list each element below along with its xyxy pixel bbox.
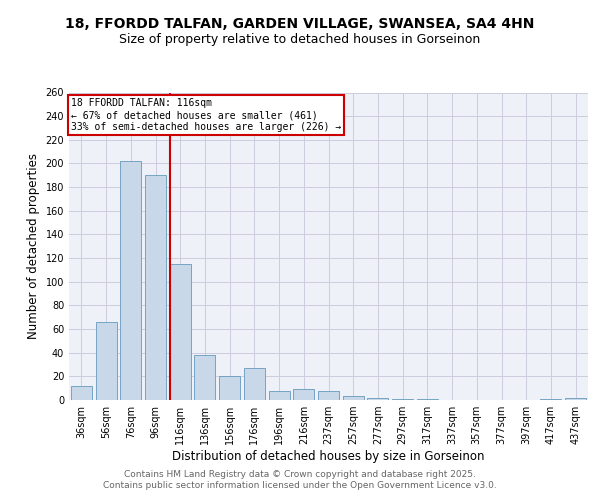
Bar [541, 399, 562, 400]
Bar [293, 390, 314, 400]
Bar [95, 322, 116, 400]
Bar [269, 390, 290, 400]
Bar [565, 398, 586, 400]
Text: 18 FFORDD TALFAN: 116sqm
← 67% of detached houses are smaller (461)
33% of semi-: 18 FFORDD TALFAN: 116sqm ← 67% of detach… [71, 98, 341, 132]
Bar [219, 376, 240, 400]
X-axis label: Distribution of detached houses by size in Gorseinon: Distribution of detached houses by size … [172, 450, 485, 463]
Text: Contains public sector information licensed under the Open Government Licence v3: Contains public sector information licen… [103, 481, 497, 490]
Bar [318, 390, 339, 400]
Text: 18, FFORDD TALFAN, GARDEN VILLAGE, SWANSEA, SA4 4HN: 18, FFORDD TALFAN, GARDEN VILLAGE, SWANS… [65, 18, 535, 32]
Bar [145, 176, 166, 400]
Bar [417, 399, 438, 400]
Bar [367, 398, 388, 400]
Y-axis label: Number of detached properties: Number of detached properties [27, 153, 40, 339]
Bar [194, 355, 215, 400]
Bar [343, 396, 364, 400]
Bar [392, 399, 413, 400]
Bar [244, 368, 265, 400]
Bar [170, 264, 191, 400]
Bar [71, 386, 92, 400]
Text: Contains HM Land Registry data © Crown copyright and database right 2025.: Contains HM Land Registry data © Crown c… [124, 470, 476, 479]
Bar [120, 161, 141, 400]
Text: Size of property relative to detached houses in Gorseinon: Size of property relative to detached ho… [119, 32, 481, 46]
